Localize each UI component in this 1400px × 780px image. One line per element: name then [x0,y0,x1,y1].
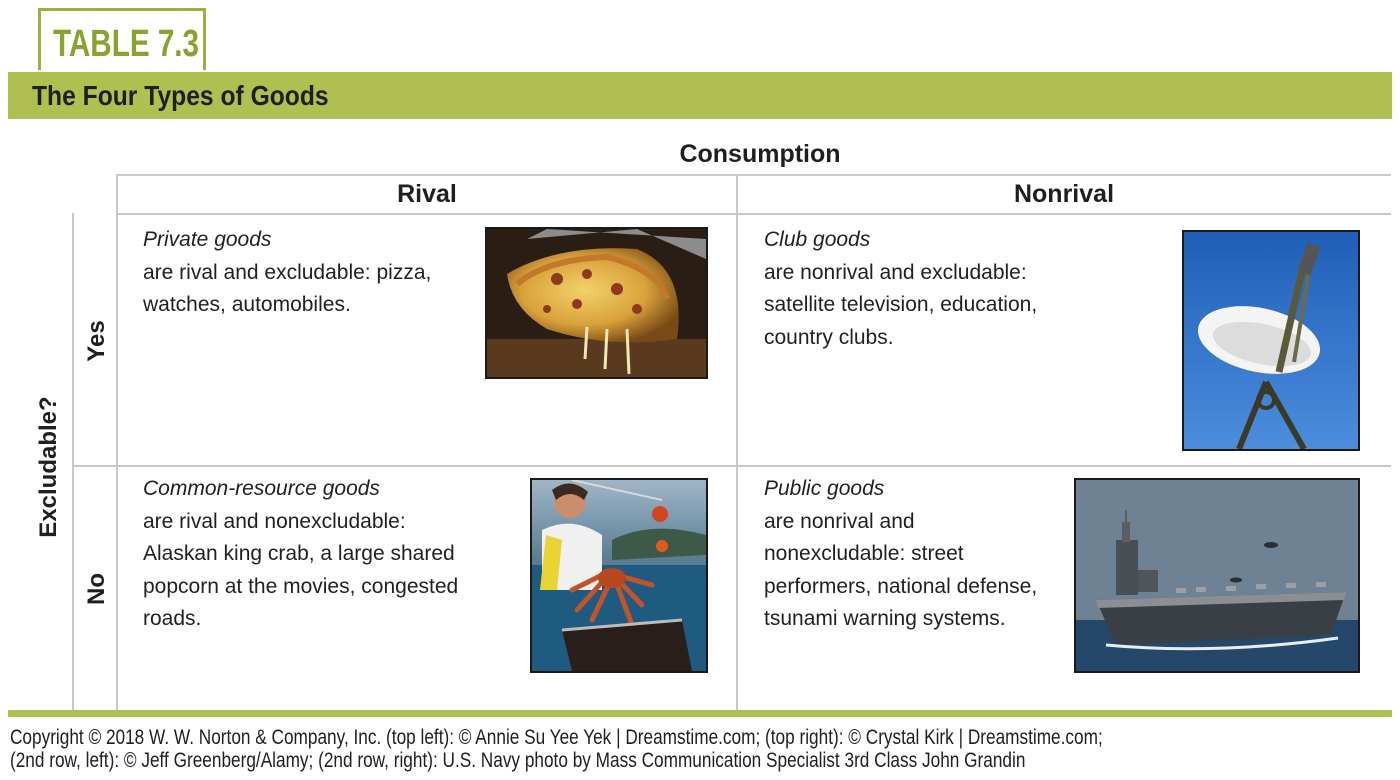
aircraft-carrier-icon [1076,480,1358,671]
cell-common-line: are rival and nonexcludable: [143,509,406,533]
satellite-dish-icon [1184,232,1358,449]
credit-line: Copyright © 2018 W. W. Norton & Company,… [10,726,1103,749]
cell-common-line: roads. [143,607,202,630]
cell-common-resource-goods: Common-resource goods are rival and none… [143,473,523,636]
cell-club-goods: Club goods are nonrival and excludable: … [764,224,1174,354]
cell-club-title: Club goods [764,228,871,251]
row-divider [73,465,1391,467]
row-group-label: Excludable? [35,396,62,538]
cell-private-line: watches, automobiles. [143,293,351,316]
pizza-slice-icon [487,229,706,377]
cell-private-line: are rival and excludable: pizza, [143,260,432,284]
row-label-yes: Yes [83,320,110,362]
column-divider [736,174,738,710]
cell-public-line: performers, national defense, [764,574,1038,598]
cell-public-goods: Public goods are nonrival and nonexcluda… [764,473,1074,636]
column-header-rival: Rival [397,180,457,208]
cell-club-line: country clubs. [764,325,894,349]
column-header-nonrival: Nonrival [1013,180,1115,208]
row-label-divider [116,174,118,710]
copyright-credits: Copyright © 2018 W. W. Norton & Company,… [10,726,1240,772]
cell-private-goods: Private goods are rival and excludable: … [143,224,483,322]
cell-public-line: tsunami warning systems. [764,607,1006,630]
row-label-no: No [83,573,110,605]
title-bar: The Four Types of Goods [8,72,1392,119]
cell-common-line: Alaskan king crab, a large shared [143,542,455,565]
king-crab-icon [532,480,706,671]
cell-private-title: Private goods [143,228,272,251]
cell-common-line: popcorn at the movies, congested [143,574,459,598]
cell-common-title: Common-resource goods [143,477,380,500]
king-crab-fisherman-photo [530,478,708,673]
pizza-slice-photo [485,227,708,379]
cell-club-line: are nonrival and excludable: [764,260,1027,284]
header-bottom-rule [117,213,1391,215]
footer-rule [8,710,1392,717]
table-title: The Four Types of Goods [32,80,329,111]
cell-public-line: are nonrival and [764,509,915,533]
table-label-tab: TABLE 7.3 [38,8,206,70]
credit-line: (2nd row, left): © Jeff Greenberg/Alamy;… [10,749,1026,772]
cell-public-line: nonexcludable: street [764,542,964,565]
aircraft-carrier-photo [1074,478,1360,673]
header-top-rule [117,174,1391,176]
left-outer-divider [72,213,74,710]
table-label: TABLE 7.3 [53,23,200,65]
satellite-dish-photo [1182,230,1360,451]
cell-public-title: Public goods [764,477,885,500]
cell-club-line: satellite television, education, [764,293,1038,316]
column-group-label: Consumption [679,140,841,168]
